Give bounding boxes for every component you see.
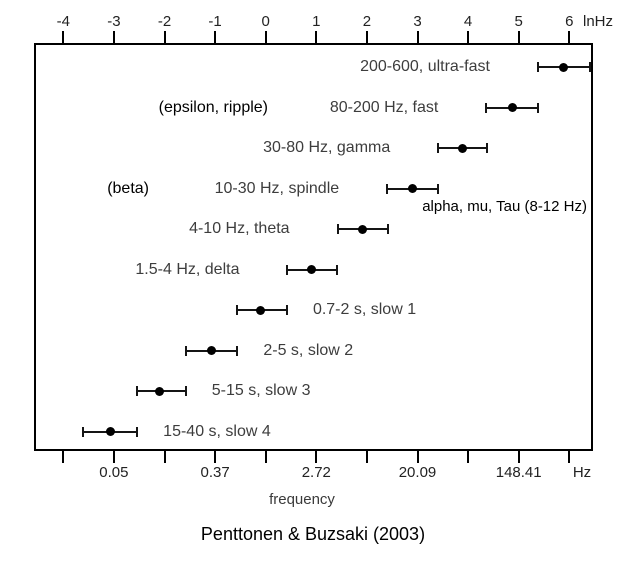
band-label: 10-30 Hz, spindle bbox=[214, 179, 340, 197]
top-tick-label: 4 bbox=[463, 13, 473, 30]
error-bar-cap-left bbox=[236, 305, 239, 315]
bottom-tick-mark bbox=[163, 451, 166, 463]
bottom-tick-label: 148.41 bbox=[495, 464, 542, 481]
band-label: 4-10 Hz, theta bbox=[189, 220, 290, 237]
top-tick-mark bbox=[264, 31, 267, 43]
error-bar-cap-left bbox=[386, 183, 389, 194]
bottom-tick-mark bbox=[264, 451, 267, 463]
top-tick-mark bbox=[214, 31, 217, 43]
annotation-label: (beta) bbox=[107, 179, 149, 197]
error-bar-cap-right bbox=[437, 183, 440, 194]
top-tick-mark bbox=[62, 31, 65, 43]
data-point-marker bbox=[558, 62, 568, 72]
data-point-marker bbox=[507, 103, 517, 112]
error-bar-cap-left bbox=[536, 62, 539, 72]
data-point-marker bbox=[206, 346, 216, 355]
bottom-tick-mark bbox=[214, 451, 217, 463]
top-tick-mark bbox=[467, 31, 470, 43]
data-point-marker bbox=[407, 184, 417, 193]
error-bar-cap-left bbox=[136, 386, 139, 396]
error-bar-cap-left bbox=[485, 102, 488, 113]
error-bar-cap-left bbox=[437, 143, 440, 153]
error-bar-cap-right bbox=[136, 426, 139, 437]
top-tick-label: 5 bbox=[514, 13, 523, 30]
top-axis-unit-label: lnHz bbox=[583, 13, 614, 30]
bottom-tick-mark bbox=[467, 451, 470, 463]
top-tick-label: 6 bbox=[565, 13, 574, 30]
top-tick-mark bbox=[365, 31, 368, 43]
top-tick-mark bbox=[416, 31, 419, 43]
error-bar-cap-right bbox=[285, 305, 288, 315]
band-label: 30-80 Hz, gamma bbox=[263, 139, 391, 156]
x-axis-title: frequency bbox=[269, 491, 335, 508]
top-tick-label: -1 bbox=[208, 13, 222, 30]
bottom-tick-mark bbox=[416, 451, 419, 463]
top-tick-label: 0 bbox=[261, 13, 270, 30]
top-tick-label: 2 bbox=[362, 13, 372, 30]
top-tick-mark bbox=[112, 31, 115, 43]
top-tick-mark bbox=[517, 31, 520, 43]
data-point-marker bbox=[256, 305, 266, 315]
annotation-label: (epsilon, ripple) bbox=[158, 98, 268, 116]
bottom-tick-label: 20.09 bbox=[398, 464, 437, 481]
error-bar-cap-right bbox=[386, 224, 389, 234]
plot-frame bbox=[34, 43, 593, 451]
error-bar-cap-right bbox=[537, 102, 540, 113]
data-point-marker bbox=[457, 143, 467, 153]
error-bar-cap-right bbox=[184, 386, 187, 396]
band-label: 200-600, ultra-fast bbox=[360, 58, 490, 75]
annotation-label: alpha, mu, Tau (8-12 Hz) bbox=[422, 198, 587, 215]
bottom-tick-label: 0.05 bbox=[99, 464, 129, 481]
error-bar-cap-right bbox=[236, 345, 239, 356]
top-tick-mark bbox=[315, 31, 318, 43]
bottom-tick-mark bbox=[517, 451, 520, 463]
band-label: 5-15 s, slow 3 bbox=[211, 382, 311, 399]
error-bar-cap-right bbox=[588, 62, 591, 72]
error-bar-cap-left bbox=[286, 264, 289, 275]
top-tick-label: -2 bbox=[157, 13, 172, 30]
band-label: 2-5 s, slow 2 bbox=[263, 341, 354, 359]
top-tick-label: 3 bbox=[413, 13, 422, 30]
error-bar-cap-left bbox=[184, 345, 187, 356]
top-tick-label: -3 bbox=[107, 13, 121, 30]
figure-caption: Penttonen & Buzsaki (2003) bbox=[200, 524, 426, 544]
band-label: 0.7-2 s, slow 1 bbox=[312, 301, 417, 318]
bottom-tick-mark bbox=[62, 451, 65, 463]
error-bar-cap-right bbox=[486, 143, 489, 153]
bottom-tick-mark bbox=[112, 451, 115, 463]
error-bar-cap-left bbox=[336, 224, 339, 234]
bottom-tick-label: 2.72 bbox=[301, 464, 331, 481]
top-tick-mark bbox=[568, 31, 571, 43]
bottom-tick-mark bbox=[365, 451, 368, 463]
bottom-tick-label: 0.37 bbox=[200, 464, 230, 481]
data-point-marker bbox=[155, 386, 165, 396]
bottom-axis-unit-label: Hz bbox=[572, 464, 592, 481]
band-label: 15-40 s, slow 4 bbox=[163, 422, 271, 440]
error-bar-cap-right bbox=[335, 264, 338, 275]
data-point-marker bbox=[357, 224, 367, 234]
top-tick-label: -4 bbox=[56, 13, 70, 30]
top-tick-mark bbox=[163, 31, 166, 43]
band-label: 1.5-4 Hz, delta bbox=[135, 260, 240, 278]
data-point-marker bbox=[306, 265, 316, 274]
top-tick-label: 1 bbox=[312, 13, 321, 30]
error-bar-cap-left bbox=[82, 426, 85, 437]
band-label: 80-200 Hz, fast bbox=[329, 98, 439, 116]
bottom-tick-mark bbox=[315, 451, 318, 463]
bottom-tick-mark bbox=[568, 451, 571, 463]
data-point-marker bbox=[106, 427, 116, 436]
